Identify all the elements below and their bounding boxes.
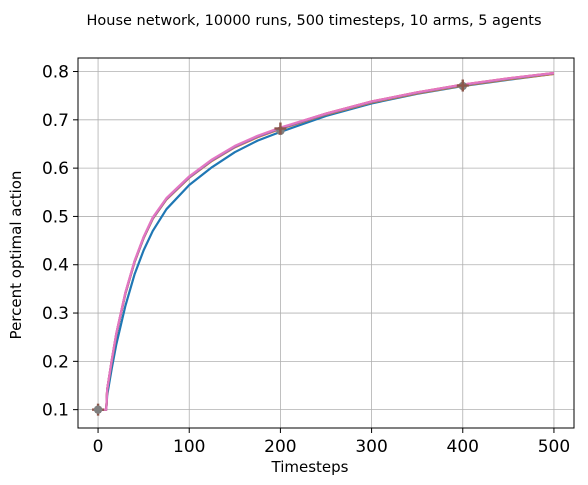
series-line (98, 71, 555, 411)
y-tick-label: 0.6 (42, 159, 69, 179)
x-tick-label: 200 (264, 437, 296, 457)
y-tick-label: 0.4 (42, 256, 69, 276)
x-axis-label: Timesteps (271, 458, 349, 476)
series-line (98, 72, 555, 411)
plot-area (92, 71, 555, 416)
y-tick-label: 0.7 (42, 111, 69, 131)
y-tick-label: 0.5 (42, 207, 69, 227)
series-marker (274, 122, 287, 135)
x-tick-label: 300 (355, 437, 387, 457)
series-line (98, 72, 555, 411)
series-line (98, 72, 555, 411)
series-marker (456, 79, 469, 92)
y-tick-label: 0.3 (42, 304, 69, 324)
x-axis: 0 100 200 300 400 500 (93, 428, 570, 457)
y-axis-label: Percent optimal action (7, 171, 25, 340)
series-line (98, 72, 555, 411)
y-tick-label: 0.2 (42, 352, 69, 372)
y-tick-label: 0.8 (42, 63, 69, 83)
x-tick-label: 100 (173, 437, 205, 457)
x-tick-label: 0 (93, 437, 104, 457)
y-axis: 0.1 0.2 0.3 0.4 0.5 0.6 0.7 0.8 (42, 63, 78, 421)
x-tick-label: 400 (447, 437, 479, 457)
series-line (98, 71, 555, 411)
chart-title: House network, 10000 runs, 500 timesteps… (86, 13, 541, 29)
y-tick-label: 0.1 (42, 401, 69, 421)
x-tick-label: 500 (538, 437, 570, 457)
plot-frame (77, 57, 575, 429)
series-marker (93, 405, 103, 414)
